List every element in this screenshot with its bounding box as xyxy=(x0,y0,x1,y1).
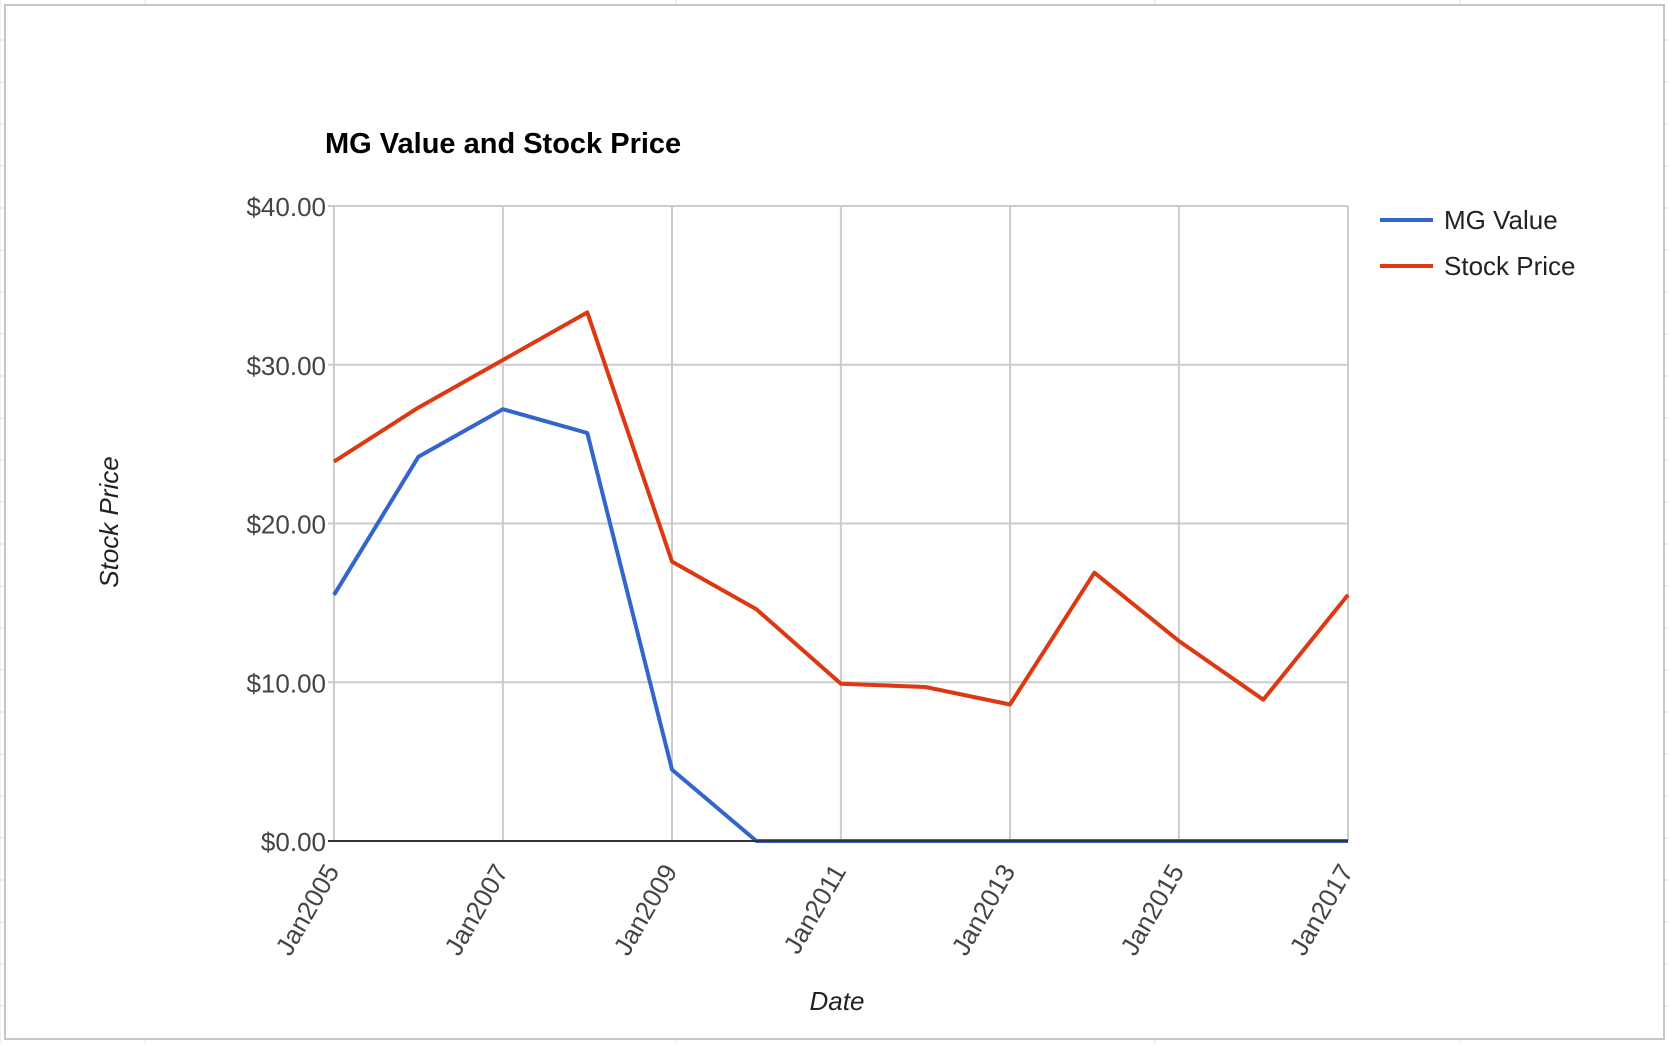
series-line-stock-price xyxy=(332,310,1350,707)
y-tick-label: $30.00 xyxy=(246,351,326,381)
y-tick-label: $20.00 xyxy=(246,510,326,540)
legend: MG Value Stock Price xyxy=(1380,205,1576,281)
y-tick-label: $10.00 xyxy=(246,668,326,698)
legend-label: Stock Price xyxy=(1444,251,1576,281)
y-tick-label: $40.00 xyxy=(246,192,326,222)
chart-border xyxy=(4,4,1665,1040)
x-axis-label: Date xyxy=(810,986,865,1016)
y-axis-label: Stock Price xyxy=(94,456,124,588)
legend-label: MG Value xyxy=(1444,205,1558,235)
gridlines xyxy=(328,205,1349,841)
y-tick-label: $0.00 xyxy=(261,827,326,857)
y-axis-tick-labels: $0.00 $10.00 $20.00 $30.00 $40.00 xyxy=(246,192,326,857)
chart-title: MG Value and Stock Price xyxy=(325,128,681,160)
